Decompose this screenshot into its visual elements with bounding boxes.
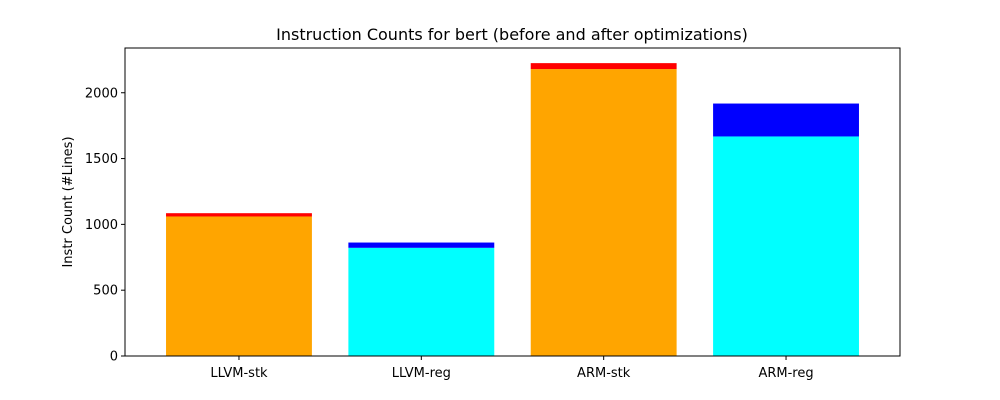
x-tick-label: LLVM-reg [392,366,451,381]
y-tick-label: 500 [93,284,118,299]
axes-layer: 0 500 1000 1500 2000 LLVM-stk LLVM-reg ARM-stk A… [85,47,901,381]
bar-base-llvm-reg [348,247,495,356]
y-axis-label: Instr Count (#Lines) [61,136,76,267]
x-tick-label: LLVM-stk [210,366,268,381]
bar-top-llvm-reg [348,242,495,248]
bar-base-llvm-stk [166,216,312,356]
bar-top-arm-reg [713,103,859,137]
y-tick-label: 2000 [85,86,118,101]
y-tick-label: 1500 [85,152,118,167]
y-tick-label: 0 [110,350,118,365]
x-tick-label: ARM-stk [577,366,631,381]
bar-base-arm-stk [530,69,677,357]
y-tick-label: 1000 [85,218,118,233]
plot-frame [124,47,901,357]
bar-top-llvm-stk [166,213,312,217]
chart-title: Instruction Counts for bert (before and … [276,25,748,44]
bar-top-arm-stk [530,63,677,70]
bar-base-arm-reg [713,136,859,356]
bars-layer [166,63,859,357]
x-tick-label: ARM-reg [758,366,813,381]
